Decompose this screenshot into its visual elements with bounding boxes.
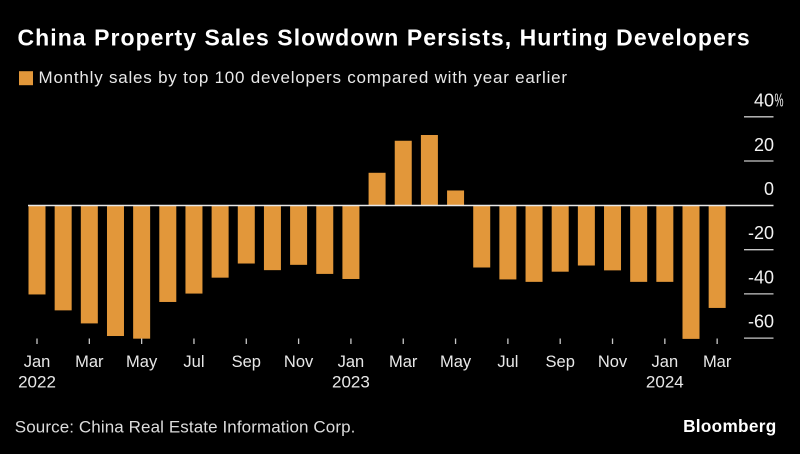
svg-text:Jan: Jan [24,353,51,371]
svg-text:2023: 2023 [332,373,370,392]
svg-text:May: May [126,353,158,371]
svg-text:Nov: Nov [598,353,628,371]
svg-text:China Property Sales Slowdown: China Property Sales Slowdown Persists, … [18,25,751,51]
svg-text:Nov: Nov [284,353,314,371]
svg-text:-60: -60 [748,312,774,332]
svg-text:Jan: Jan [652,353,679,371]
svg-text:-40: -40 [748,267,774,287]
svg-text:2022: 2022 [18,373,56,392]
svg-text:Bloomberg: Bloomberg [683,416,776,436]
svg-text:Mar: Mar [75,353,104,371]
svg-text:Sep: Sep [232,353,261,371]
svg-text:%: % [775,91,784,111]
svg-text:Jul: Jul [183,353,204,371]
svg-text:-20: -20 [748,223,774,243]
svg-text:2024: 2024 [646,373,684,392]
svg-text:Sep: Sep [546,353,575,371]
svg-text:Source: China Real Estate Info: Source: China Real Estate Information Co… [15,417,356,436]
svg-text:0: 0 [764,179,774,199]
svg-text:Mar: Mar [703,353,732,371]
svg-text:Monthly sales by top 100 devel: Monthly sales by top 100 developers comp… [39,68,568,87]
svg-text:Jan: Jan [338,353,365,371]
svg-text:40: 40 [754,91,774,111]
svg-text:Mar: Mar [389,353,418,371]
svg-text:Jul: Jul [497,353,518,371]
svg-text:20: 20 [754,135,774,155]
svg-text:May: May [440,353,472,371]
